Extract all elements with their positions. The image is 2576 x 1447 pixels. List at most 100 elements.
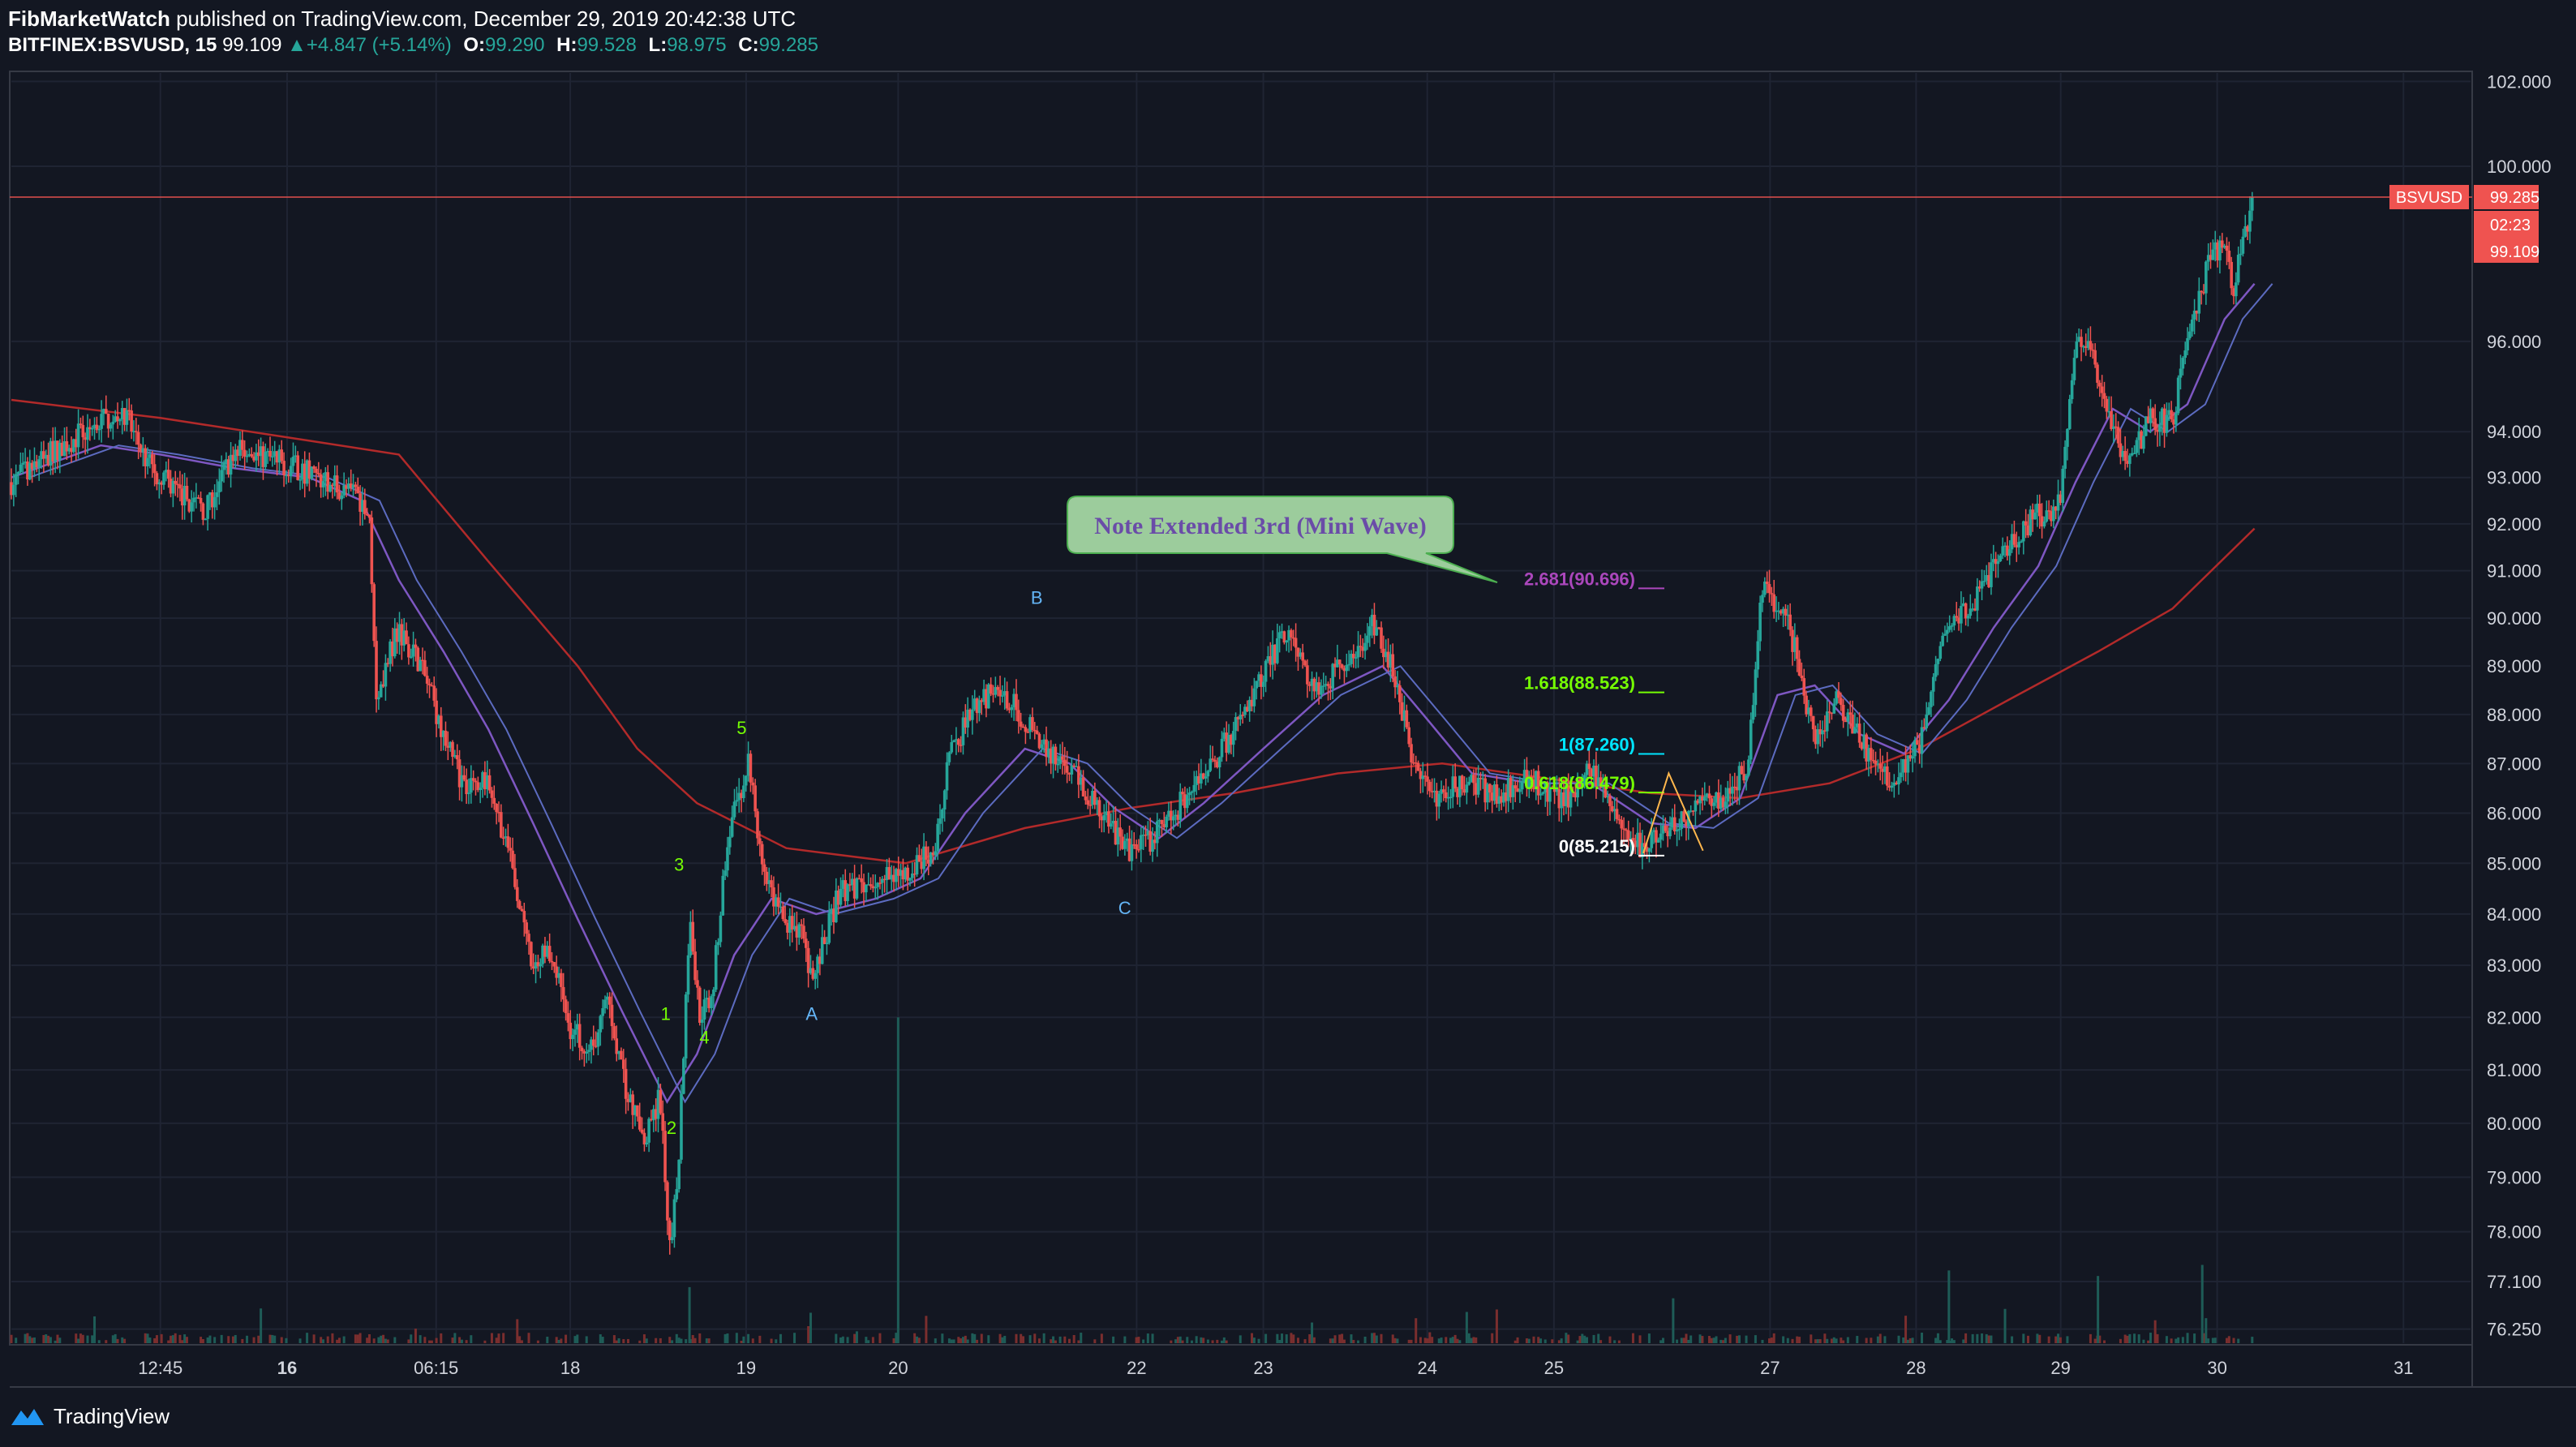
candle-body xyxy=(675,1189,679,1200)
candle-body xyxy=(1241,715,1244,716)
candle-body xyxy=(1532,779,1535,790)
candle-body xyxy=(122,408,127,425)
candle-body xyxy=(1691,810,1695,812)
candle-body xyxy=(887,866,891,880)
candle-body xyxy=(1211,758,1214,760)
candle-body xyxy=(1125,838,1129,841)
candle-body xyxy=(1511,785,1515,797)
candle-body xyxy=(942,790,947,810)
tradingview-branding[interactable]: TradingView xyxy=(10,1398,170,1434)
candle-body xyxy=(513,868,517,887)
volume-spike xyxy=(896,1017,899,1343)
candle-body xyxy=(511,850,514,869)
callout-text: Note Extended 3rd (Mini Wave) xyxy=(1094,513,1426,539)
candle-body xyxy=(1522,770,1526,782)
candle-body xyxy=(1470,775,1473,782)
candle-body xyxy=(421,659,424,662)
volume-bar xyxy=(1252,1338,1256,1343)
candle-body xyxy=(610,1004,614,1027)
volume-bar xyxy=(2149,1333,2152,1343)
volume-bar xyxy=(2066,1336,2069,1343)
candle-body xyxy=(1536,771,1540,796)
volume-bar xyxy=(2126,1335,2129,1343)
candle-body xyxy=(1367,626,1372,636)
candle-body xyxy=(1814,729,1818,745)
candle-body xyxy=(1832,703,1836,714)
candle-body xyxy=(2067,399,2072,429)
callout-annotation[interactable]: Note Extended 3rd (Mini Wave) xyxy=(1067,496,1498,583)
volume-bar xyxy=(331,1333,334,1343)
volume-bar xyxy=(1311,1322,1314,1343)
volume-bar xyxy=(987,1335,990,1343)
time-axis[interactable]: 12:45 16 06:15 18 19 20 22 23 24 25 27 28 29 30 31 xyxy=(138,1358,2413,1378)
candle-body xyxy=(2236,255,2240,283)
candle-body xyxy=(1028,717,1032,732)
candle-body xyxy=(1019,721,1023,727)
wave-label[interactable]: B xyxy=(1031,587,1043,608)
volume-bar xyxy=(1687,1339,1690,1343)
candle-body xyxy=(899,869,903,876)
volume-bar xyxy=(835,1333,838,1343)
callout-bubble[interactable] xyxy=(1067,496,1498,583)
candle-body xyxy=(1165,816,1168,827)
candle-body xyxy=(880,878,884,883)
candle-body xyxy=(906,867,909,881)
volume-bar xyxy=(252,1337,255,1343)
candle-body xyxy=(1116,827,1120,845)
candle-body xyxy=(1366,635,1369,643)
elliott-wave-labels[interactable]: 5 3 1 4 2 A B C xyxy=(661,587,1131,1138)
candle-body xyxy=(1250,699,1254,706)
volume-bar xyxy=(807,1326,810,1343)
wave-label[interactable]: 5 xyxy=(736,718,746,738)
candle-body xyxy=(814,973,817,979)
candle-body xyxy=(555,966,558,978)
volume-bar xyxy=(793,1333,796,1343)
candle-body xyxy=(1077,766,1080,785)
wave-label[interactable]: C xyxy=(1118,898,1131,918)
wave-label[interactable]: 3 xyxy=(674,855,684,875)
fib-extension-tool[interactable]: 2.681(90.696) 1.618(88.523) 1(87.260) 0.618… xyxy=(1524,569,1704,857)
candle-body xyxy=(1825,711,1829,732)
candle-body xyxy=(315,468,318,474)
candle-body xyxy=(2162,408,2166,433)
candle-body xyxy=(1490,792,1494,801)
volume-bar xyxy=(93,1316,97,1343)
volume-bar xyxy=(1883,1336,1887,1343)
volume-bar xyxy=(148,1338,152,1343)
candle-body xyxy=(2050,511,2053,522)
volume-bar xyxy=(698,1333,702,1343)
candle-body xyxy=(560,973,563,987)
candle-body xyxy=(1599,777,1603,788)
candle-body xyxy=(1652,830,1655,832)
candle-body xyxy=(661,1113,665,1131)
candle-body xyxy=(950,742,954,753)
volume-bar xyxy=(1617,1340,1621,1343)
candle-body xyxy=(1400,702,1404,721)
price-axis[interactable]: 102.000 100.000 96.000 94.000 93.000 92.000 91… xyxy=(2487,71,2552,1339)
candle-body xyxy=(1717,792,1720,809)
volume-bar xyxy=(497,1333,500,1343)
time-tick-label: 25 xyxy=(1544,1358,1564,1378)
wave-label[interactable]: 4 xyxy=(699,1028,709,1048)
candle-body xyxy=(1576,779,1579,798)
volume-bar xyxy=(1818,1339,1822,1343)
candle-body xyxy=(1943,633,1947,636)
volume-bar xyxy=(326,1336,329,1343)
candle-body xyxy=(1601,784,1605,788)
candle-body xyxy=(696,980,699,988)
candle-body xyxy=(1530,776,1533,780)
author-name[interactable]: FibMarketWatch xyxy=(8,6,170,31)
wave-label[interactable]: 2 xyxy=(667,1118,676,1138)
wave-label[interactable]: 1 xyxy=(661,1003,671,1024)
candle-body xyxy=(1405,710,1409,728)
candle-body xyxy=(1655,830,1658,843)
volume-bar xyxy=(961,1337,964,1343)
fib-anchor-path[interactable] xyxy=(1642,771,1704,854)
volume-bar xyxy=(1537,1337,1540,1343)
candle-body xyxy=(1955,616,1959,618)
candle-body xyxy=(1271,644,1274,665)
candle-body xyxy=(1505,792,1508,801)
candle-body xyxy=(437,715,440,724)
wave-label[interactable]: A xyxy=(805,1003,818,1024)
